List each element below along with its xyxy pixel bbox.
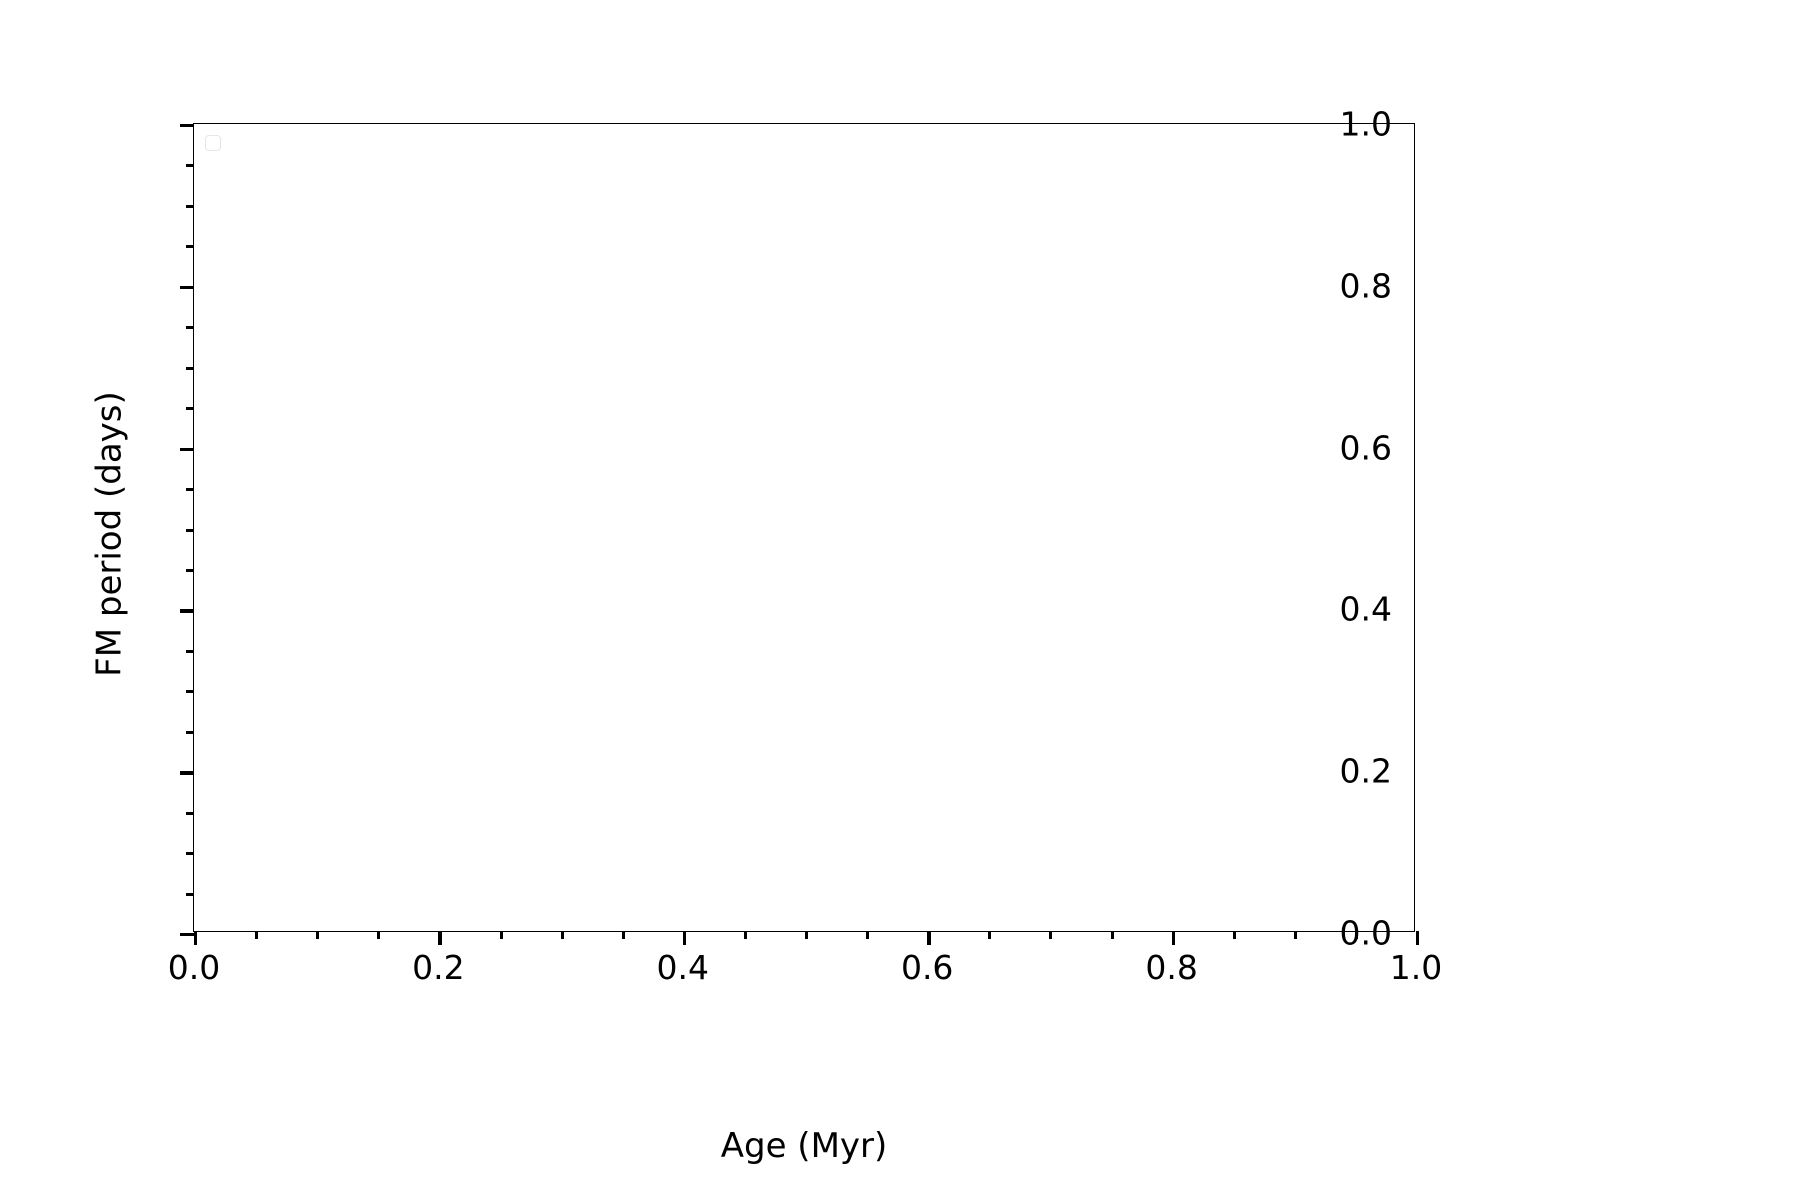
plot-axes-area: 1.0 0.8 0.6 0.4 0.2 0.0 0.0 0.2 bbox=[168, 108, 1442, 985]
y-tick-minor bbox=[186, 528, 194, 532]
x-tick-label: 0.0 bbox=[167, 948, 221, 987]
y-tick-minor bbox=[186, 690, 194, 694]
x-tick-minor bbox=[1232, 931, 1236, 939]
x-tick-minor bbox=[377, 931, 381, 939]
x-tick-label: 0.6 bbox=[900, 948, 954, 987]
y-tick-minor bbox=[186, 488, 194, 492]
y-tick-minor bbox=[186, 366, 194, 370]
y-tick-minor bbox=[186, 568, 194, 572]
y-tick-minor bbox=[186, 326, 194, 330]
x-tick-minor bbox=[805, 931, 808, 939]
y-tick-minor bbox=[186, 204, 194, 208]
x-tick-minor bbox=[499, 931, 503, 939]
x-tick-minor bbox=[743, 931, 747, 939]
y-tick-major bbox=[180, 771, 194, 775]
y-tick-major bbox=[180, 124, 194, 128]
x-tick-major bbox=[1171, 931, 1175, 945]
x-tick-label: 0.2 bbox=[412, 948, 465, 987]
y-axis-label: FM period (days) bbox=[89, 391, 130, 677]
x-tick-minor bbox=[866, 931, 870, 939]
x-axis-label: Age (Myr) bbox=[720, 1126, 888, 1166]
x-tick-minor bbox=[621, 931, 625, 939]
y-tick-major bbox=[180, 447, 194, 451]
x-tick-minor bbox=[988, 931, 992, 939]
x-tick-label: 0.8 bbox=[1145, 948, 1198, 987]
y-tick-major bbox=[180, 285, 194, 290]
y-tick-minor bbox=[186, 811, 194, 815]
y-tick-label: 0.6 bbox=[1339, 428, 1392, 468]
x-tick-label: 1.0 bbox=[1389, 948, 1443, 987]
y-tick-minor bbox=[186, 245, 194, 249]
y-tick-minor bbox=[186, 164, 194, 168]
y-tick-label: 0.4 bbox=[1339, 589, 1392, 629]
x-tick-minor bbox=[255, 931, 259, 939]
legend-box[interactable] bbox=[205, 135, 221, 151]
y-tick-label: 1.0 bbox=[1339, 104, 1392, 144]
x-tick-major bbox=[1416, 931, 1420, 945]
x-tick-label: 0.4 bbox=[656, 948, 710, 987]
x-tick-major bbox=[682, 931, 687, 945]
x-tick-major bbox=[194, 931, 198, 945]
y-tick-major bbox=[180, 933, 194, 937]
y-tick-minor bbox=[186, 407, 194, 411]
x-tick-minor bbox=[1110, 931, 1114, 939]
x-tick-major bbox=[438, 931, 442, 945]
x-tick-minor bbox=[560, 931, 564, 939]
x-tick-minor bbox=[316, 931, 320, 939]
y-tick-minor bbox=[186, 649, 194, 653]
y-tick-minor bbox=[186, 852, 194, 856]
x-tick-minor bbox=[1293, 931, 1297, 939]
x-tick-minor bbox=[1354, 931, 1358, 939]
y-tick-minor bbox=[186, 892, 194, 896]
y-tick-major bbox=[180, 609, 194, 613]
x-tick-minor bbox=[1049, 931, 1053, 939]
y-tick-label: 0.2 bbox=[1339, 751, 1392, 791]
x-tick-major bbox=[927, 931, 931, 945]
y-tick-minor bbox=[186, 730, 194, 734]
y-tick-label: 0.0 bbox=[1339, 913, 1392, 953]
y-tick-label: 0.8 bbox=[1339, 266, 1392, 306]
